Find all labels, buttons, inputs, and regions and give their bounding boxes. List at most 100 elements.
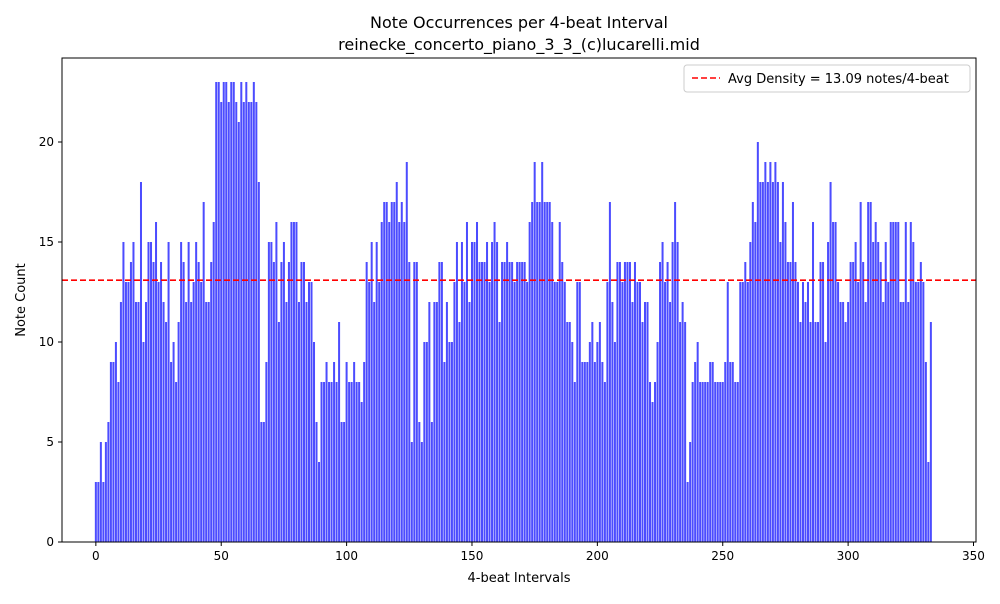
bar (664, 282, 667, 542)
bar (784, 222, 787, 542)
chart-subtitle: reinecke_concerto_piano_3_3_(c)lucarelli… (338, 35, 700, 55)
bar (796, 282, 799, 542)
bar (282, 242, 285, 542)
bars-group (94, 82, 932, 542)
bar (272, 262, 275, 542)
bar (104, 442, 107, 542)
bar (465, 222, 468, 542)
bar (551, 222, 554, 542)
bar (576, 282, 579, 542)
bar (328, 382, 331, 542)
bar (145, 302, 148, 542)
bar (358, 382, 361, 542)
bar (503, 262, 506, 542)
bar (709, 362, 712, 542)
y-axis: 0 5 10 15 20 (39, 135, 62, 549)
bar (310, 282, 313, 542)
bar (608, 202, 611, 542)
bar (606, 282, 609, 542)
bar (152, 262, 155, 542)
bar (701, 382, 704, 542)
bar (430, 422, 433, 542)
bar (217, 82, 220, 542)
bar (172, 342, 175, 542)
bar (102, 482, 105, 542)
bar (541, 162, 544, 542)
bar (729, 362, 732, 542)
bar (779, 242, 782, 542)
bar (756, 142, 759, 542)
bar (124, 282, 127, 542)
bar (383, 202, 386, 542)
bar (348, 382, 351, 542)
bar (393, 202, 396, 542)
bar (134, 302, 137, 542)
bar (478, 262, 481, 542)
bar (633, 262, 636, 542)
bar (252, 82, 255, 542)
bar (844, 322, 847, 542)
bar (523, 262, 526, 542)
bar (295, 222, 298, 542)
bar (408, 262, 411, 542)
bar (320, 382, 323, 542)
bar (641, 322, 644, 542)
bar (561, 262, 564, 542)
bar (824, 342, 827, 542)
bar (859, 202, 862, 542)
bar (330, 382, 333, 542)
y-tick-label: 20 (39, 135, 54, 149)
bar (290, 222, 293, 542)
bar (453, 282, 456, 542)
bar (884, 242, 887, 542)
bar (117, 382, 120, 542)
bar (571, 342, 574, 542)
bar (719, 382, 722, 542)
bar (611, 302, 614, 542)
bar (566, 322, 569, 542)
bar (601, 362, 604, 542)
x-tick-label: 100 (335, 549, 358, 563)
bar (292, 222, 295, 542)
bar (649, 382, 652, 542)
bar (646, 302, 649, 542)
bar (897, 222, 900, 542)
bar (260, 422, 263, 542)
x-tick-label: 300 (837, 549, 860, 563)
bar (506, 242, 509, 542)
bar (794, 262, 797, 542)
bar (353, 362, 356, 542)
bar (192, 282, 195, 542)
bar (706, 382, 709, 542)
bar (749, 242, 752, 542)
bar (731, 362, 734, 542)
bar (543, 202, 546, 542)
bar (333, 362, 336, 542)
bar (225, 82, 228, 542)
bar (458, 322, 461, 542)
bar (679, 322, 682, 542)
bar (598, 322, 601, 542)
bar (558, 222, 561, 542)
bar (245, 82, 248, 542)
bar (318, 462, 321, 542)
bar (666, 262, 669, 542)
bar (265, 362, 268, 542)
bar (806, 282, 809, 542)
bar (766, 182, 769, 542)
bar (741, 282, 744, 542)
bar (491, 242, 494, 542)
bar (694, 362, 697, 542)
bar (563, 282, 566, 542)
y-tick-label: 0 (46, 535, 54, 549)
bar (736, 382, 739, 542)
bar (195, 242, 198, 542)
bar (450, 342, 453, 542)
bar (350, 382, 353, 542)
bar (819, 262, 822, 542)
bar (215, 82, 218, 542)
plot-frame (61, 57, 977, 543)
bar (511, 262, 514, 542)
bar (924, 362, 927, 542)
bar (182, 262, 185, 542)
